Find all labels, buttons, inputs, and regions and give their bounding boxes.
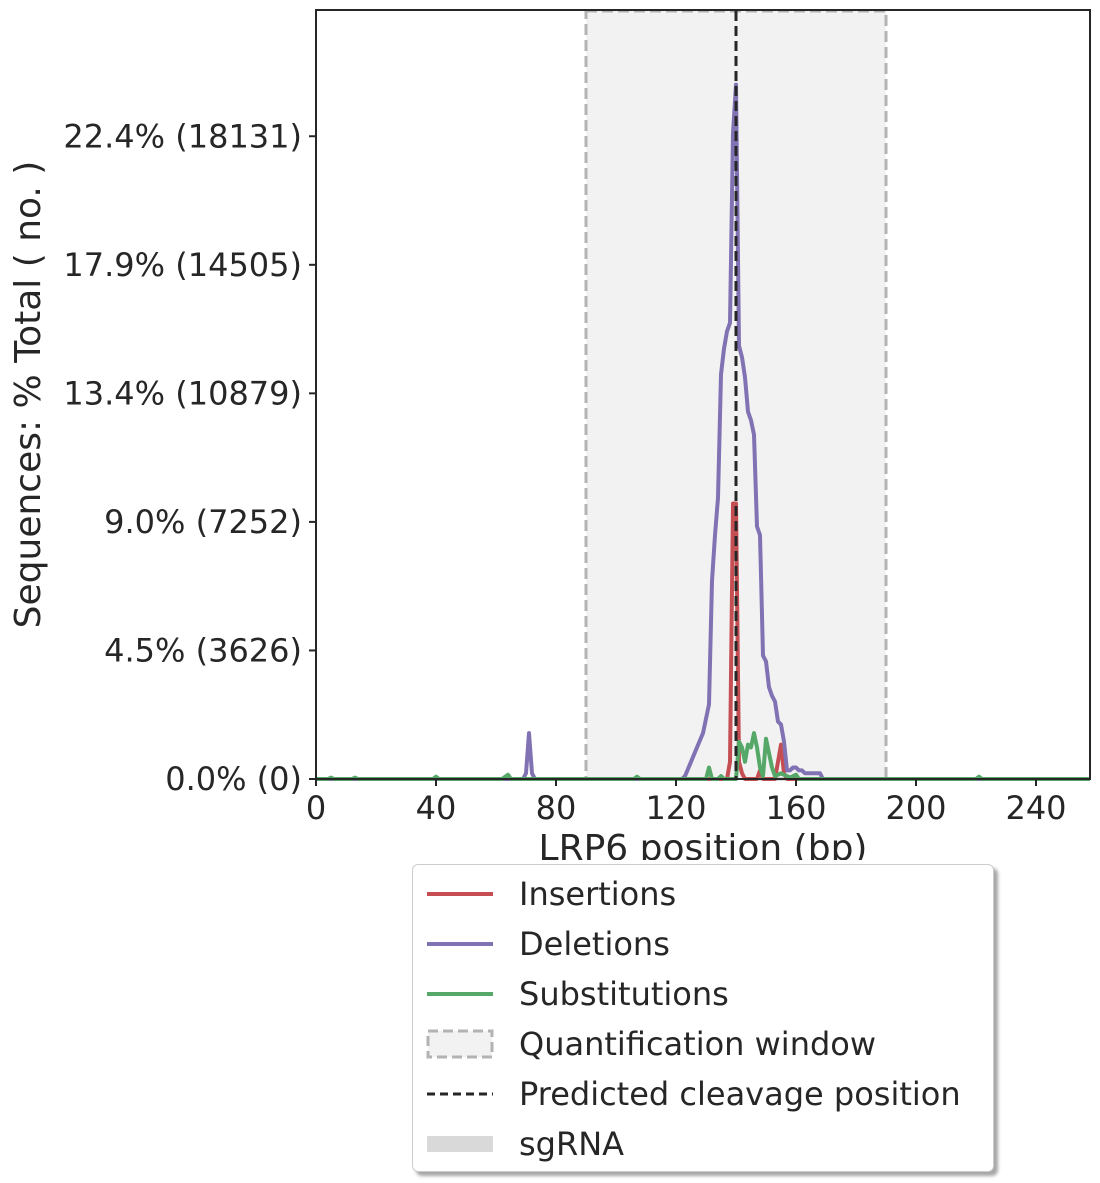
quantification-window-box-icon (426, 1029, 494, 1059)
x-tick-label: 240 (1005, 789, 1066, 827)
y-tick-label: 22.4% (18131) (63, 117, 302, 155)
x-axis-title: LRP6 position (bp) (539, 828, 868, 860)
legend-label: Deletions (519, 925, 670, 963)
y-tick-label: 4.5% (3626) (104, 631, 302, 669)
substitutions-line-icon (427, 992, 493, 996)
legend-item-substitutions: Substitutions (413, 969, 993, 1019)
sgrna-bar-icon (427, 1136, 493, 1152)
legend-item-insertions: Insertions (413, 869, 993, 919)
legend-item-deletions: Deletions (413, 919, 993, 969)
x-tick-label: 200 (885, 789, 946, 827)
legend-label: sgRNA (519, 1125, 625, 1163)
y-axis-title: Sequences: % Total ( no. ) (8, 161, 49, 629)
legend-item-cleavage-position: Predicted cleavage position (413, 1069, 993, 1119)
x-tick-label: 120 (645, 789, 706, 827)
legend-label: Insertions (519, 875, 677, 913)
x-tick-label: 80 (536, 789, 577, 827)
cleavage-dashed-line-icon (427, 1092, 493, 1096)
insertions-line-icon (427, 892, 493, 896)
y-tick-label: 13.4% (10879) (63, 374, 302, 412)
legend-item-quantification-window: Quantification window (413, 1019, 993, 1069)
series-line-deletions (316, 82, 1090, 781)
legend-item-sgrna: sgRNA (413, 1119, 993, 1169)
chart: 0 40 80 120 160 200 240 0.0% (0) 4.5% (3626) 9.0%… (8, 9, 1091, 860)
legend-label: Predicted cleavage position (519, 1075, 961, 1113)
x-tick-label: 160 (765, 789, 826, 827)
legend-label: Substitutions (519, 975, 729, 1013)
y-tick-label: 9.0% (7252) (104, 503, 302, 541)
plot-frame (315, 9, 1091, 780)
legend: Insertions Deletions Substitutions Quant… (412, 864, 994, 1172)
y-tick-label: 0.0% (0) (165, 760, 302, 798)
y-tick-label: 17.9% (14505) (63, 246, 302, 284)
x-tick-label: 40 (416, 789, 457, 827)
x-tick-label: 0 (306, 789, 326, 827)
deletions-line-icon (427, 942, 493, 946)
legend-label: Quantification window (519, 1025, 877, 1063)
